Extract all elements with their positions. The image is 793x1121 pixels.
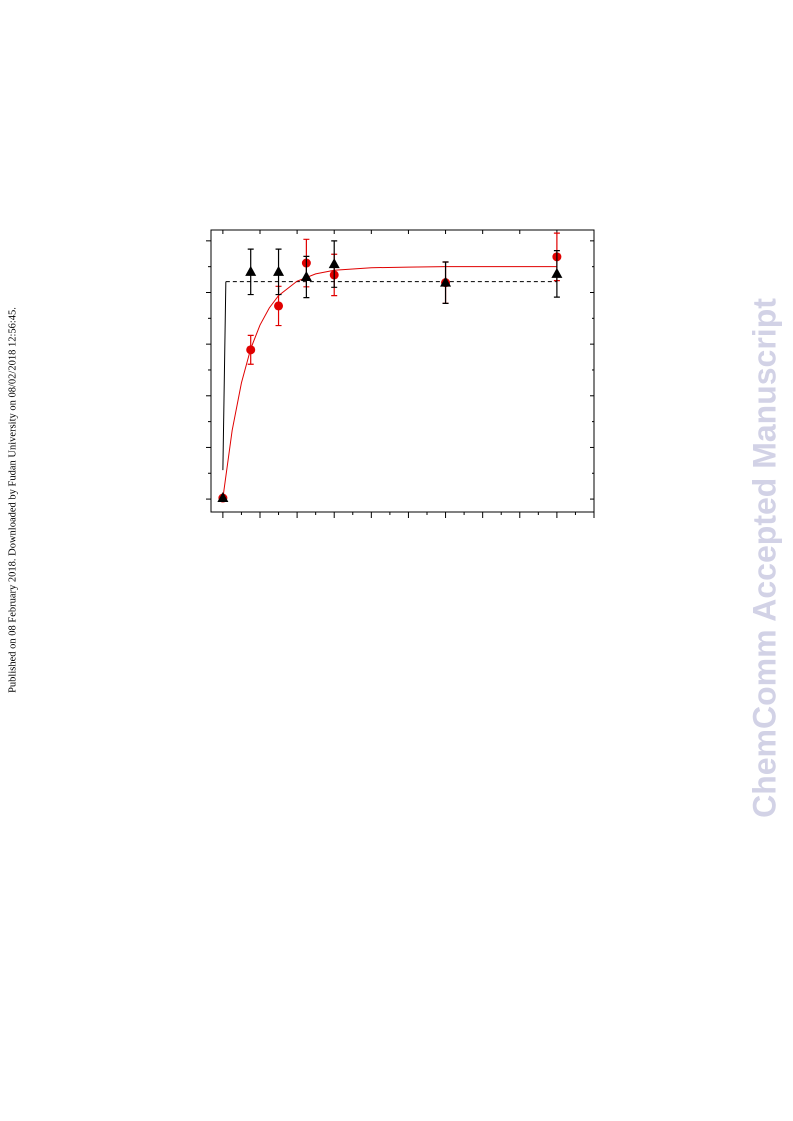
point xyxy=(273,265,285,276)
point xyxy=(551,267,563,278)
line xyxy=(222,281,227,471)
point xyxy=(274,301,284,311)
point xyxy=(440,276,452,287)
point xyxy=(246,345,256,355)
line xyxy=(222,266,557,499)
point xyxy=(300,271,312,281)
point xyxy=(245,265,257,276)
point xyxy=(217,492,229,503)
point xyxy=(328,258,340,269)
plot-frame xyxy=(210,229,595,513)
